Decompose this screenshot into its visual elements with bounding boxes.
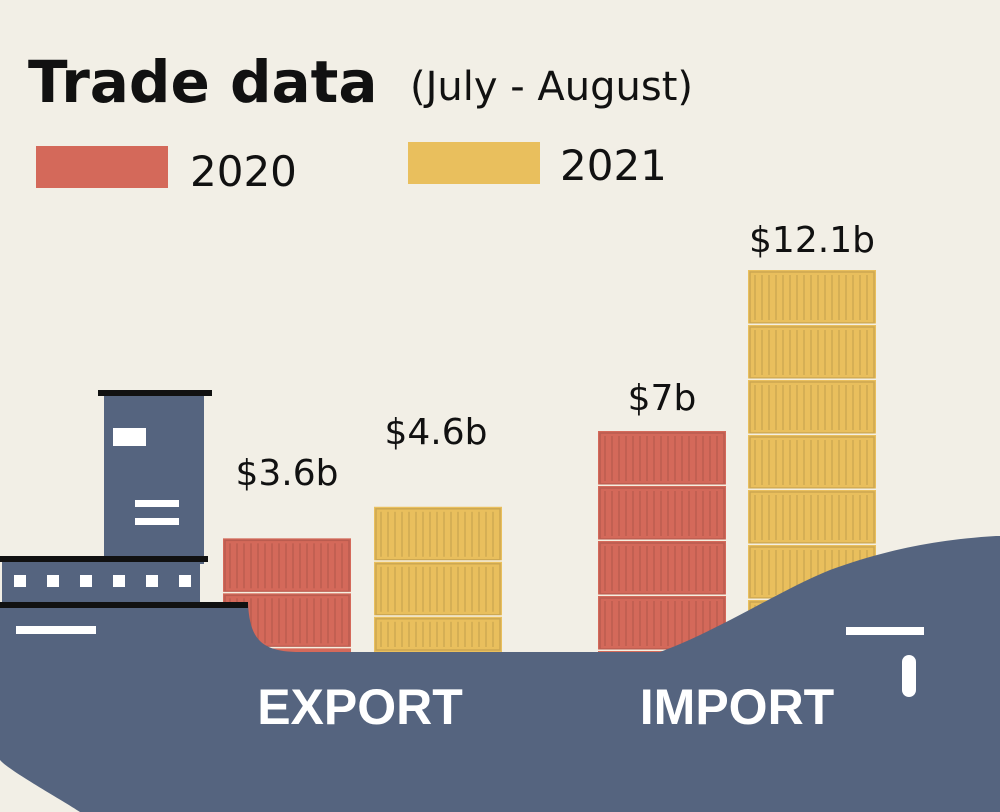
legend-swatch-2021 (408, 142, 540, 184)
bar-export-2021 (374, 506, 502, 652)
container-frame (599, 432, 725, 485)
container-box (748, 325, 876, 380)
ship-anchor-hole (902, 655, 916, 697)
container-box (598, 541, 726, 597)
container-box (598, 486, 726, 542)
container-box (223, 538, 351, 594)
value-label-export-2021: $4.6b (384, 412, 487, 453)
ship-window (113, 428, 146, 446)
container-frame (749, 436, 875, 489)
ship-cabin-line (0, 556, 208, 562)
value-label-import-2020: $7b (628, 378, 697, 419)
ship-hull (0, 536, 1000, 812)
ship-hull-stripe (16, 626, 96, 634)
ship-bow-stripe (846, 627, 924, 635)
ship-vent-line (135, 500, 179, 507)
container-frame (375, 508, 501, 561)
container-frame (749, 491, 875, 544)
container-frame (599, 542, 725, 595)
ship-porthole (113, 575, 125, 587)
container-frame (224, 539, 350, 593)
container-box (748, 270, 876, 325)
legend-label-2021: 2021 (560, 141, 667, 190)
value-label-import-2021: $12.1b (749, 220, 875, 261)
ship-porthole (14, 575, 26, 587)
ship-hull-body (0, 536, 1000, 812)
ship-deck-line (0, 602, 248, 608)
value-label-export-2020: $3.6b (235, 453, 338, 494)
ship-porthole (179, 575, 191, 587)
ship-tower-top-line (98, 390, 212, 396)
bars-layer (223, 270, 876, 653)
legend-swatch-2020 (36, 146, 168, 188)
container-frame (375, 563, 501, 616)
container-box (748, 380, 876, 435)
ship-vent-line (135, 518, 179, 525)
ship-tower (104, 394, 204, 564)
container-frame (599, 487, 725, 540)
chart-title: Trade data (28, 48, 378, 116)
container-box (374, 561, 502, 617)
container-frame (749, 381, 875, 434)
container-frame (375, 618, 501, 651)
legend: 2020 2021 (36, 141, 667, 196)
chart-subtitle: (July - August) (410, 64, 693, 110)
container-box (374, 616, 502, 652)
container-frame (749, 271, 875, 324)
container-box (223, 648, 351, 652)
container-box (374, 506, 502, 562)
container-box (598, 431, 726, 487)
ship-porthole (47, 575, 59, 587)
ship-porthole (146, 575, 158, 587)
ship-porthole (80, 575, 92, 587)
bar-import-2020 (598, 431, 726, 653)
legend-label-2020: 2020 (190, 147, 297, 196)
ship-bridge (0, 390, 212, 606)
category-label-import: IMPORT (640, 679, 834, 735)
container-box (748, 435, 876, 490)
category-label-export: EXPORT (257, 679, 463, 735)
container-box (748, 490, 876, 545)
container-frame (749, 326, 875, 379)
value-labels-layer: $3.6b $4.6b $7b $12.1b (235, 220, 874, 494)
ship-cabin (2, 560, 200, 606)
